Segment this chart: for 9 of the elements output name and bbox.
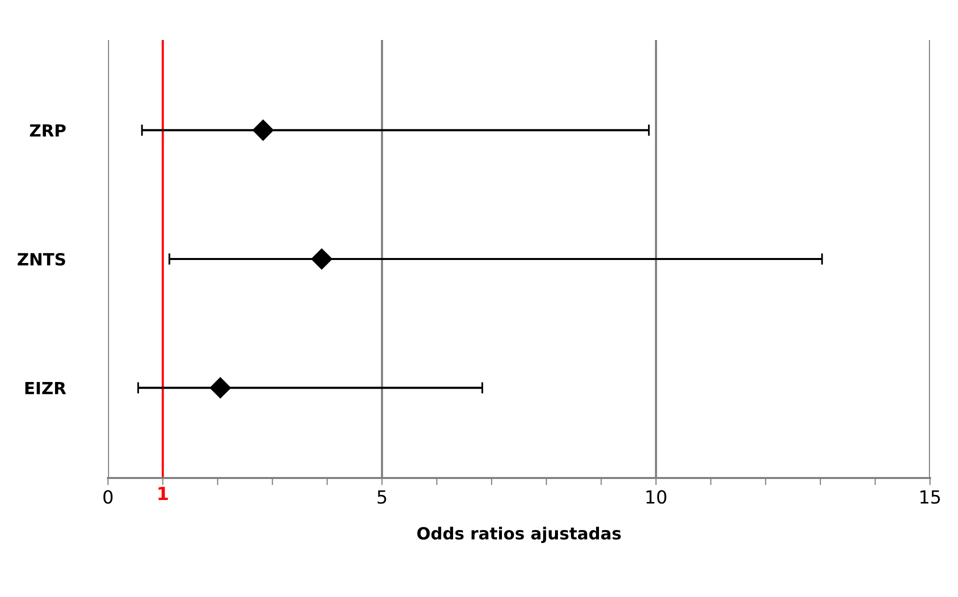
y-tick-label: ZNTS	[18, 252, 66, 266]
y-tick-label: ZRP	[30, 124, 66, 137]
x-tick-label: 0	[103, 490, 113, 504]
x-tick-label: 15	[920, 490, 940, 504]
ref-line-label: 1	[158, 486, 168, 500]
x-axis-title: Odds ratios ajustadas	[417, 526, 621, 543]
y-tick-label: EIZR	[25, 382, 66, 394]
x-tick-label: 10	[646, 490, 666, 504]
x-tick-label: 5	[378, 490, 386, 504]
